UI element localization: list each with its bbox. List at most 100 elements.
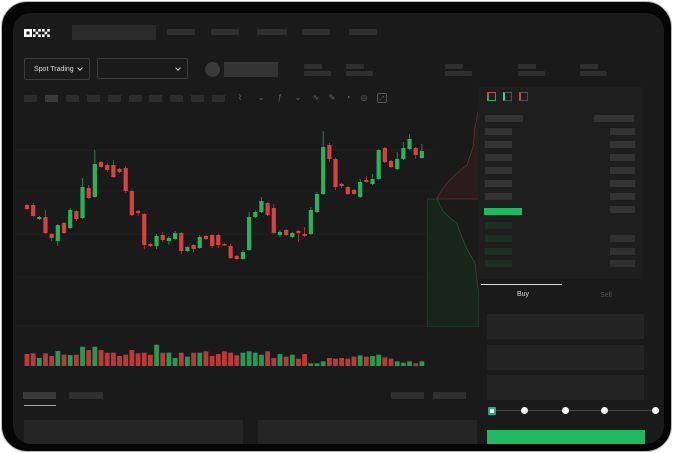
ask-amount	[610, 180, 635, 187]
volume-bar	[320, 361, 326, 366]
volume-bar	[141, 352, 147, 366]
ask-price	[485, 167, 512, 174]
volume-bar	[172, 358, 178, 366]
market-type-dropdown[interactable]: Spot Trading	[24, 58, 90, 80]
volume-bar	[148, 354, 153, 366]
candle-body	[210, 235, 215, 246]
volume-bar	[259, 354, 264, 366]
sell-tab[interactable]: Sell	[600, 292, 612, 299]
volume-bar	[228, 352, 234, 366]
candle-body	[228, 246, 233, 258]
slider-step-3[interactable]	[601, 407, 608, 414]
nav-item[interactable]	[257, 29, 287, 35]
candle-body	[123, 168, 128, 191]
volume-bar	[407, 361, 412, 366]
total-input[interactable]	[487, 375, 644, 400]
indicator-icon[interactable]: ⌄	[257, 93, 265, 102]
candle-body	[339, 184, 344, 186]
filter-button[interactable]	[433, 392, 466, 399]
active-tab-underline	[24, 405, 56, 406]
pair-dropdown[interactable]	[97, 58, 188, 79]
volume-bar	[240, 352, 246, 366]
stat-label	[445, 64, 463, 69]
candle-body	[296, 231, 301, 233]
timeframe-button[interactable]	[129, 95, 142, 102]
candle-body	[376, 150, 381, 179]
candle-body	[216, 235, 221, 245]
candle-body	[401, 148, 406, 159]
volume-bar	[234, 355, 240, 366]
timeframe-button[interactable]	[108, 95, 121, 102]
volume-bar	[351, 356, 357, 366]
nav-item[interactable]	[211, 29, 239, 35]
stat-label	[346, 64, 364, 69]
candle-body	[55, 225, 60, 241]
nav-item[interactable]	[302, 29, 330, 35]
open-orders-tab[interactable]	[23, 392, 56, 399]
bid-price	[485, 222, 512, 229]
candlestick-chart[interactable]	[13, 13, 433, 383]
chart-type-icon[interactable]: ⌇	[238, 93, 242, 102]
buy-tab[interactable]: Buy	[516, 291, 530, 298]
timeframe-button[interactable]	[149, 95, 162, 102]
volume-bar	[129, 350, 135, 366]
ask-price	[485, 128, 512, 135]
pair-price	[224, 62, 278, 77]
orderbook-view-asks-icon[interactable]	[519, 92, 528, 101]
orderbook-view-bids-icon[interactable]	[503, 92, 512, 101]
timeframe-button[interactable]	[45, 95, 58, 102]
candle-body	[240, 252, 246, 259]
volume-bar	[185, 356, 190, 366]
volume-bar	[370, 356, 375, 366]
timeframe-button[interactable]	[191, 95, 204, 102]
chevron-down-icon[interactable]: ⌄	[294, 93, 302, 102]
candle-body	[259, 201, 264, 212]
nav-item[interactable]	[167, 29, 195, 35]
nav-item[interactable]	[349, 29, 377, 35]
bid-amount	[610, 260, 635, 267]
volume-bar	[80, 346, 85, 366]
volume-bar	[394, 361, 400, 366]
candle-body	[135, 211, 141, 213]
candle-body	[154, 236, 159, 246]
pencil-icon[interactable]: ✎	[328, 93, 336, 102]
price-input[interactable]	[487, 314, 644, 339]
fullscreen-icon[interactable]: ⤢	[377, 93, 387, 103]
formula-icon[interactable]: ƒ	[277, 93, 283, 102]
amount-input[interactable]	[487, 345, 644, 370]
amount-slider-track[interactable]	[491, 410, 659, 411]
gauge-icon[interactable]: ◔	[345, 93, 351, 102]
search-bar[interactable]	[72, 25, 156, 40]
candle-body	[321, 147, 326, 194]
slider-step-0[interactable]	[488, 407, 496, 415]
timeframe-button[interactable]	[66, 95, 79, 102]
slider-step-4[interactable]	[652, 407, 659, 414]
candle-body	[314, 194, 320, 212]
timeframe-button[interactable]	[24, 95, 37, 102]
slider-step-2[interactable]	[562, 407, 569, 414]
okx-logo[interactable]	[24, 26, 50, 38]
volume-bar	[92, 346, 98, 366]
ask-price	[485, 180, 512, 187]
buy-submit-button[interactable]	[487, 430, 645, 444]
volume-bar	[289, 354, 295, 366]
slider-step-1[interactable]	[521, 407, 528, 414]
line-tool-icon[interactable]: ∿	[312, 93, 320, 102]
stat-label	[304, 64, 322, 69]
stat-value	[445, 71, 472, 76]
timeframe-button[interactable]	[170, 95, 183, 102]
order-history-tab[interactable]	[69, 392, 103, 399]
volume-bar	[123, 354, 129, 366]
volume-bar	[24, 354, 30, 366]
filter-button[interactable]	[391, 392, 424, 399]
ask-price	[485, 141, 512, 148]
timeframe-button[interactable]	[87, 95, 100, 102]
candle-body	[388, 161, 394, 167]
orderbook-header-price	[485, 115, 523, 122]
ask-amount	[610, 193, 635, 200]
timeframe-button[interactable]	[212, 95, 225, 102]
volume-bar	[339, 358, 345, 366]
volume-bar	[178, 352, 184, 366]
settings-icon[interactable]: ◎	[360, 93, 368, 102]
orderbook-view-both-icon[interactable]	[487, 92, 496, 101]
